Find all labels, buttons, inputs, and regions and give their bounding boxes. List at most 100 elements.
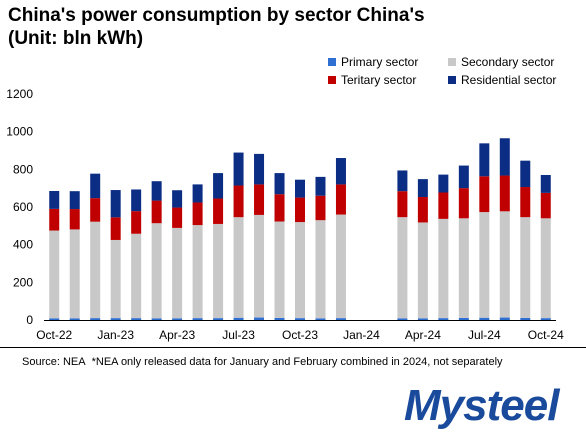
bar-segment-primary-sector-oct-22 <box>49 318 60 320</box>
legend-swatch <box>328 76 336 84</box>
bar-segment-primary-sector-oct-23 <box>295 318 305 320</box>
bar-segment-residential-sector-nov-22 <box>69 191 80 210</box>
divider <box>0 347 586 348</box>
bar-segment-teritary-sector-oct-24 <box>540 192 551 219</box>
bar-segment-secondary-sector-jul-23 <box>233 217 244 318</box>
bar-segment-secondary-sector-oct-22 <box>49 230 60 319</box>
bar-segment-secondary-sector-apr-24 <box>417 222 428 319</box>
bar-segment-secondary-sector-jul-24 <box>479 212 490 318</box>
bar-segment-residential-sector-mar-23 <box>151 181 162 201</box>
bar-segment-secondary-sector-nov-22 <box>69 229 80 319</box>
bar-segment-residential-sector-jul-24 <box>479 143 490 177</box>
bar-segment-primary-sector-jun-24 <box>458 317 469 320</box>
bar-segment-teritary-sector-jun-24 <box>458 188 469 219</box>
bar-segment-primary-sector-sep-23 <box>274 317 285 320</box>
bar-segment-teritary-sector-may-23 <box>192 202 203 226</box>
bar-segment-secondary-sector-sep-23 <box>274 221 285 318</box>
bar-segment-primary-sector-feb-23 <box>131 318 142 320</box>
y-tick-label: 1000 <box>6 125 33 139</box>
legend-label: Residential sector <box>461 73 557 87</box>
bar-segment-primary-sector-jul-23 <box>233 317 244 320</box>
bar-segment-teritary-sector-dec-22 <box>90 198 101 222</box>
legend-swatch <box>448 76 456 84</box>
bar-segment-teritary-sector-nov-22 <box>69 209 80 230</box>
y-tick-label: 600 <box>13 200 33 214</box>
x-tick-label: Jul-24 <box>468 328 501 342</box>
bar-segment-primary-sector-jan-23 <box>110 318 121 320</box>
legend-label: Primary sector <box>341 55 419 69</box>
bar-segment-secondary-sector-may-23 <box>192 225 203 319</box>
bar-segment-teritary-sector-dec-23 <box>335 184 346 215</box>
chart-title: China's power consumption by sector Chin… <box>8 4 425 50</box>
legend-label: Secondary sector <box>461 55 555 69</box>
bar-segment-primary-sector-dec-22 <box>90 318 101 320</box>
bar-segment-primary-sector-jul-24 <box>479 317 490 320</box>
footnote: *NEA only released data for January and … <box>91 356 503 368</box>
bar-segment-teritary-sector-mar-23 <box>151 200 162 224</box>
y-tick-label: 400 <box>13 238 33 252</box>
bar-segment-residential-sector-may-23 <box>192 184 203 203</box>
bar-segment-teritary-sector-jun-23 <box>213 198 224 224</box>
bar-segment-primary-sector-may-23 <box>192 318 203 320</box>
bar-segment-secondary-sector-jun-23 <box>213 223 224 319</box>
bar-segment-primary-sector-apr-24 <box>417 318 428 320</box>
legend-item-secondary-sector: Secondary sector <box>448 55 554 69</box>
legend-item-residential-sector: Residential sector <box>448 73 556 87</box>
y-axis: 0 200 400 600 800 1000 1200 <box>6 87 33 327</box>
bar-segment-secondary-sector-mar-24 <box>397 217 408 319</box>
y-tick-label: 0 <box>26 313 33 327</box>
title-line-1: China's power consumption by sector Chin… <box>8 5 425 26</box>
bar-segment-residential-sector-aug-23 <box>254 153 265 185</box>
bar-segment-residential-sector-jul-23 <box>233 152 244 186</box>
bar-segment-teritary-sector-oct-23 <box>295 197 305 223</box>
bar-segment-teritary-sector-sep-23 <box>274 194 285 222</box>
bar-segment-secondary-sector-nov-23 <box>315 220 326 319</box>
bar-segment-residential-sector-mar-24 <box>397 170 408 192</box>
bar-segment-teritary-sector-jul-24 <box>479 176 490 213</box>
bar-segment-secondary-sector-jan-23 <box>110 239 121 319</box>
y-tick-label: 800 <box>13 162 33 176</box>
legend-item-teritary-sector: Teritary sector <box>328 73 416 87</box>
chart-area: 0 200 400 600 800 1000 1200 Oct-22 Jan-23 Apr-23… <box>6 87 564 342</box>
bar-segment-secondary-sector-mar-23 <box>151 223 162 319</box>
stacked-bar-chart: 0 200 400 600 800 1000 1200 Oct-22 Jan-23 Apr-23… <box>6 87 564 342</box>
bar-segment-primary-sector-apr-23 <box>172 318 183 320</box>
source-note: Source: NEA *NEA only released data for J… <box>22 356 503 368</box>
bar-segment-teritary-sector-sep-24 <box>520 187 531 218</box>
legend-item-primary-sector: Primary sector <box>328 55 418 69</box>
bar-segment-primary-sector-may-24 <box>438 318 449 320</box>
bar-segment-primary-sector-oct-24 <box>540 318 551 320</box>
bar-segment-secondary-sector-apr-23 <box>172 227 183 319</box>
bar-segment-residential-sector-oct-24 <box>540 174 551 193</box>
bar-segment-teritary-sector-oct-22 <box>49 208 60 231</box>
bar-segment-primary-sector-mar-24 <box>397 318 408 320</box>
bar-segment-residential-sector-jun-24 <box>458 165 469 189</box>
bar-segment-secondary-sector-jun-24 <box>458 218 469 318</box>
bar-segment-residential-sector-dec-22 <box>90 173 101 199</box>
bar-segment-residential-sector-jan-23 <box>110 190 121 218</box>
bar-segment-primary-sector-dec-23 <box>335 318 346 320</box>
bar-segment-teritary-sector-feb-23 <box>131 211 142 234</box>
bar-segment-residential-sector-apr-24 <box>417 179 428 198</box>
bar-segment-teritary-sector-apr-23 <box>172 207 183 228</box>
bar-segment-primary-sector-aug-23 <box>254 317 265 320</box>
bar-segment-primary-sector-nov-23 <box>315 318 326 320</box>
bar-segment-teritary-sector-nov-23 <box>315 195 326 221</box>
bar-segment-residential-sector-feb-23 <box>131 189 142 212</box>
bar-segment-residential-sector-aug-24 <box>499 138 510 176</box>
bar-segment-teritary-sector-jan-23 <box>110 217 121 240</box>
bar-segment-teritary-sector-jul-23 <box>233 185 244 218</box>
legend-swatch <box>448 58 456 66</box>
bar-segment-primary-sector-aug-24 <box>499 317 510 320</box>
bar-segment-primary-sector-sep-24 <box>520 317 531 320</box>
x-tick-label: Jan-24 <box>343 328 380 342</box>
bar-segment-residential-sector-dec-23 <box>335 158 346 185</box>
bar-segment-primary-sector-jun-23 <box>213 318 224 320</box>
bar-segment-residential-sector-may-24 <box>438 174 449 193</box>
x-axis: Oct-22 Jan-23 Apr-23 Jul-23 Oct-23 Jan-24 Apr-… <box>36 328 564 342</box>
bar-segment-secondary-sector-dec-23 <box>335 214 346 319</box>
x-tick-label: Jan-23 <box>97 328 134 342</box>
bar-segment-residential-sector-nov-23 <box>315 176 326 196</box>
bars-group <box>49 138 551 320</box>
bar-segment-secondary-sector-dec-22 <box>90 221 101 319</box>
